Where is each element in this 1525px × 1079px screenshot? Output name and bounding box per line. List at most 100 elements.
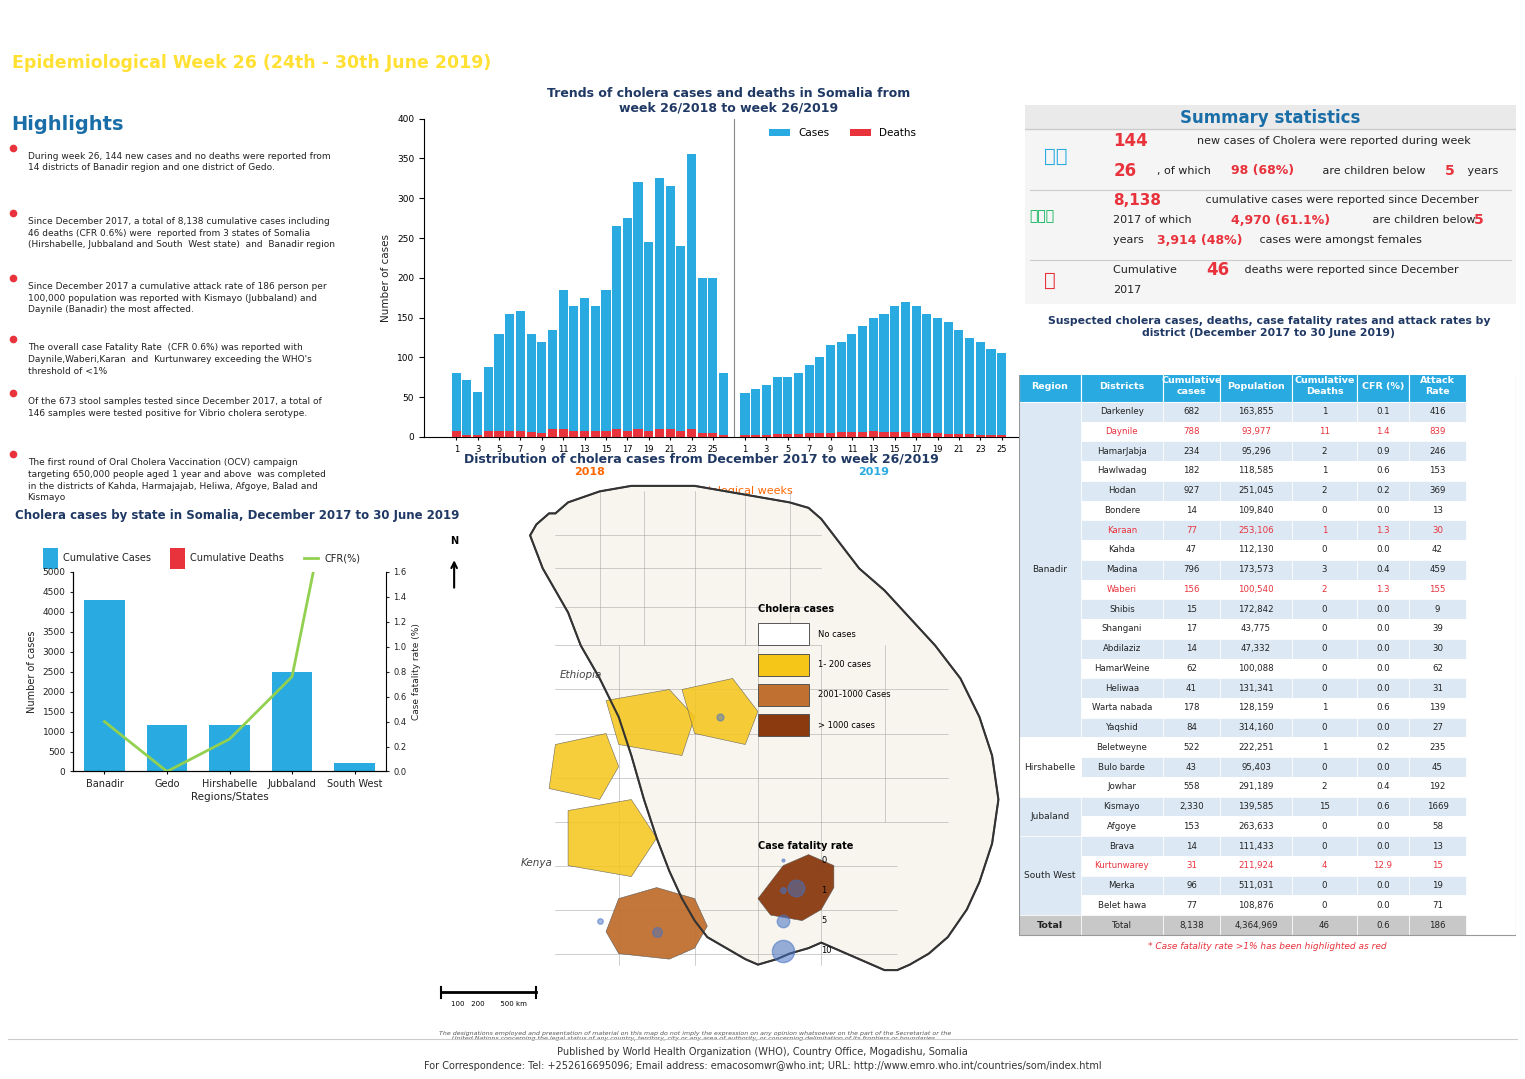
Bar (1081, 401, 1164, 422)
Text: 11: 11 (1319, 427, 1330, 436)
Bar (1164, 619, 1220, 639)
Text: 144: 144 (1113, 132, 1148, 150)
Polygon shape (531, 486, 999, 970)
Text: Region: Region (1031, 382, 1068, 391)
Bar (1409, 679, 1466, 698)
Text: 2: 2 (1322, 447, 1327, 455)
Text: Afgoye: Afgoye (1107, 822, 1136, 831)
Bar (473, 436, 482, 437)
Bar (955, 434, 964, 437)
Text: 0.0: 0.0 (1376, 545, 1389, 555)
Text: 182: 182 (1183, 466, 1200, 476)
Text: 31: 31 (1186, 861, 1197, 871)
Bar (1220, 796, 1292, 817)
Bar (1409, 560, 1466, 579)
Text: 0: 0 (1322, 625, 1327, 633)
Bar (1025, 128, 1516, 304)
Text: 234: 234 (1183, 447, 1200, 455)
Bar (1409, 639, 1466, 658)
Text: N: N (450, 536, 458, 546)
Bar (1292, 777, 1357, 796)
Bar (1409, 796, 1466, 817)
Bar (880, 314, 889, 437)
Text: 13: 13 (1432, 506, 1443, 515)
Text: 253,106: 253,106 (1238, 525, 1273, 535)
Text: Cumulative
cases: Cumulative cases (1161, 377, 1222, 396)
Bar (1164, 422, 1220, 441)
Polygon shape (605, 689, 695, 755)
Bar (1409, 541, 1466, 560)
Bar (1220, 619, 1292, 639)
Bar (1081, 658, 1164, 679)
Text: 178: 178 (1183, 704, 1200, 712)
Text: 43: 43 (1186, 763, 1197, 771)
Bar (1292, 481, 1357, 501)
Bar (1164, 777, 1220, 796)
Bar (827, 433, 836, 437)
Bar (612, 227, 621, 437)
Bar (1409, 441, 1466, 461)
Text: are children below: are children below (1319, 165, 1429, 176)
Text: 0.1: 0.1 (1376, 407, 1389, 416)
Text: 173,573: 173,573 (1238, 565, 1273, 574)
Text: 3: 3 (1322, 565, 1327, 574)
Bar (1019, 738, 1081, 796)
Bar (1292, 817, 1357, 836)
Bar (1357, 461, 1409, 481)
Text: 139: 139 (1429, 704, 1446, 712)
Bar (451, 373, 461, 437)
Text: 0.0: 0.0 (1376, 763, 1389, 771)
Text: 0.6: 0.6 (1376, 704, 1389, 712)
Text: 17: 17 (1186, 625, 1197, 633)
Text: 0.0: 0.0 (1376, 842, 1389, 850)
Text: 62: 62 (1432, 664, 1443, 673)
Text: No cases: No cases (817, 630, 856, 639)
Text: 31: 31 (1432, 684, 1443, 693)
Bar (741, 393, 750, 437)
Text: 👥: 👥 (1045, 271, 1057, 290)
Bar (816, 433, 825, 437)
Bar (1081, 481, 1164, 501)
Text: 14: 14 (1186, 644, 1197, 653)
Bar (1292, 876, 1357, 896)
Text: 47: 47 (1186, 545, 1197, 555)
Text: 369: 369 (1429, 487, 1446, 495)
Bar (505, 314, 514, 437)
Bar (1292, 679, 1357, 698)
Bar (1409, 896, 1466, 915)
Bar (859, 433, 868, 437)
Bar (601, 290, 610, 437)
Text: 0.0: 0.0 (1376, 506, 1389, 515)
Bar (1357, 896, 1409, 915)
Bar (1220, 441, 1292, 461)
Title: Trends of cholera cases and deaths in Somalia from
week 26/2018 to week 26/2019: Trends of cholera cases and deaths in So… (547, 86, 910, 114)
Text: * Case fatality rate >1% has been highlighted as red: * Case fatality rate >1% has been highli… (1148, 942, 1386, 951)
Text: 2001-1000 Cases: 2001-1000 Cases (817, 691, 891, 699)
Bar (558, 290, 567, 437)
Bar (1220, 896, 1292, 915)
Text: 222,251: 222,251 (1238, 742, 1273, 752)
Bar (933, 317, 942, 437)
Bar (1292, 738, 1357, 757)
Bar (1220, 817, 1292, 836)
Bar (1357, 836, 1409, 856)
Bar (665, 187, 674, 437)
Bar (1220, 718, 1292, 738)
Text: 153: 153 (1429, 466, 1446, 476)
Bar (1164, 679, 1220, 698)
Text: 1: 1 (1322, 407, 1327, 416)
Bar (271, 672, 313, 771)
Text: cumulative cases were reported since December: cumulative cases were reported since Dec… (1202, 195, 1478, 205)
Text: World Health: World Health (1491, 19, 1525, 32)
Bar (1164, 441, 1220, 461)
Text: 1.4: 1.4 (1376, 427, 1389, 436)
Text: 2: 2 (1322, 585, 1327, 593)
Text: Total: Total (1037, 920, 1063, 930)
Text: 0: 0 (1322, 842, 1327, 850)
Bar (1357, 639, 1409, 658)
Text: 0.0: 0.0 (1376, 684, 1389, 693)
Bar (805, 366, 814, 437)
Bar (762, 435, 772, 437)
Bar (1357, 441, 1409, 461)
Text: new cases of Cholera were reported during week: new cases of Cholera were reported durin… (1197, 136, 1470, 146)
